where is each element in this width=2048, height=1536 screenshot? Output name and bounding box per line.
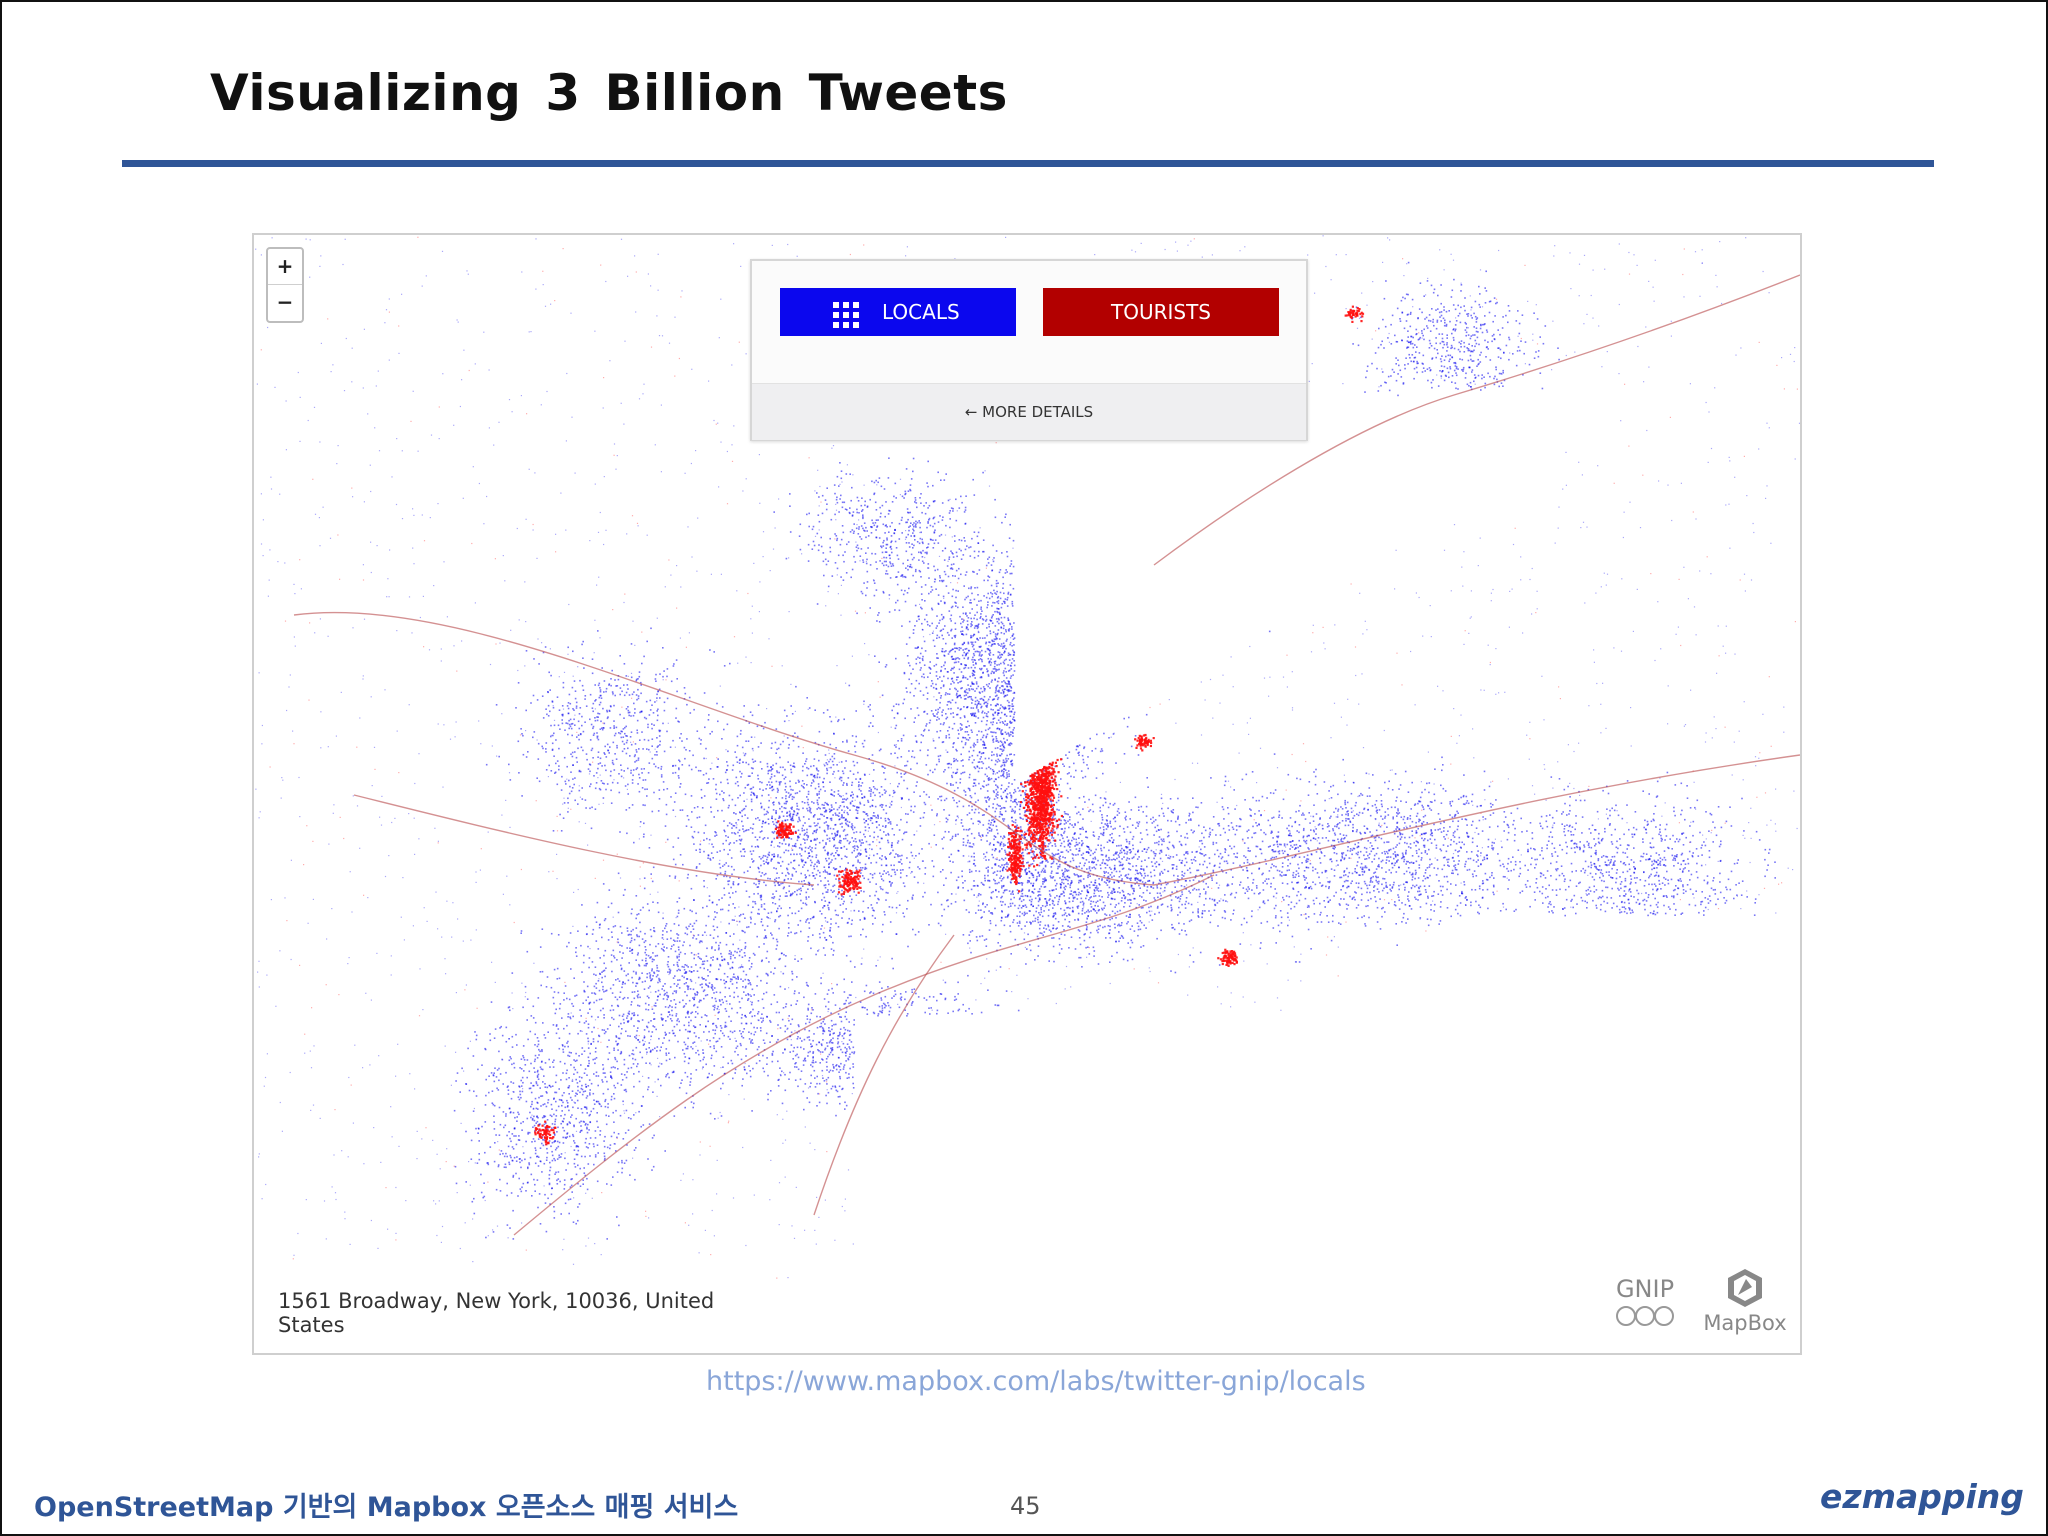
grid-icon bbox=[833, 302, 859, 328]
slide-title: Visualizing 3 Billion Tweets bbox=[210, 64, 1008, 122]
title-divider bbox=[122, 160, 1934, 167]
address-box: 1561 Broadway, New York, 10036, United S… bbox=[254, 1265, 772, 1353]
more-details-link[interactable]: ← MORE DETAILS bbox=[964, 403, 1094, 421]
panel-footer: ← MORE DETAILS bbox=[752, 383, 1306, 440]
layer-toggle-panel: LOCALS TOURISTS ← MORE DETAILS bbox=[750, 259, 1308, 441]
tourists-button[interactable]: TOURISTS bbox=[1043, 288, 1279, 336]
page-number: 45 bbox=[1010, 1492, 1041, 1520]
brand-logo: ezmapping bbox=[1820, 1477, 2024, 1516]
mapbox-mark-icon bbox=[1728, 1269, 1762, 1307]
source-link[interactable]: https://www.mapbox.com/labs/twitter-gnip… bbox=[706, 1366, 1366, 1397]
gnip-rings-icon bbox=[1616, 1306, 1674, 1326]
tweet-dots bbox=[255, 235, 1800, 1350]
address-text: 1561 Broadway, New York, 10036, United S… bbox=[278, 1289, 715, 1337]
zoom-control: + − bbox=[266, 247, 304, 323]
gnip-logo-icon: GNIP bbox=[1610, 1275, 1680, 1331]
zoom-in-button[interactable]: + bbox=[268, 249, 302, 285]
locals-label: LOCALS bbox=[882, 300, 960, 324]
gnip-logo-text: GNIP bbox=[1615, 1275, 1675, 1303]
mapbox-logo-text: MapBox bbox=[1703, 1311, 1787, 1335]
mapbox-logo-icon: MapBox bbox=[1700, 1265, 1790, 1341]
locals-button[interactable]: LOCALS bbox=[780, 288, 1016, 336]
road-traces bbox=[293, 274, 1800, 1236]
footer-caption: OpenStreetMap 기반의 Mapbox 오픈소스 매핑 서비스 bbox=[34, 1492, 739, 1523]
tweet-map[interactable]: + − LOCALS TOURISTS ← MORE DETAILS 1561 … bbox=[252, 233, 1802, 1355]
zoom-out-button[interactable]: − bbox=[276, 290, 294, 314]
